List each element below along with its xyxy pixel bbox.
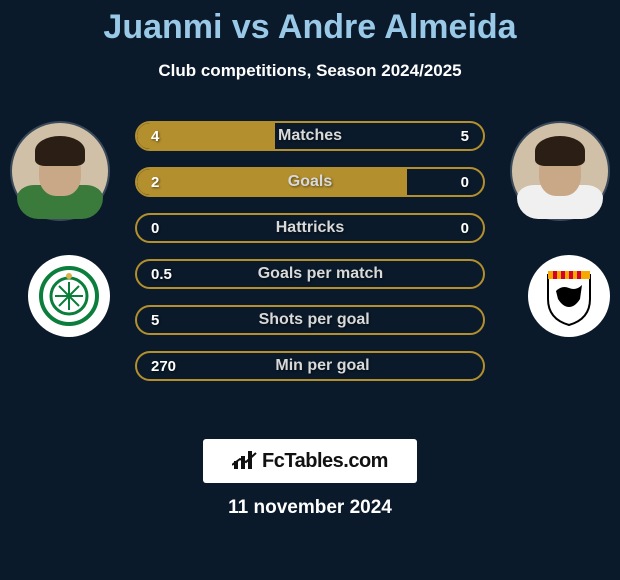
page-title: Juanmi vs Andre Almeida <box>0 8 620 47</box>
chart-icon <box>232 451 258 471</box>
stat-value-right: 0 <box>461 174 469 191</box>
stat-label: Hattricks <box>276 219 344 237</box>
stat-row-matches: 4 Matches 5 <box>135 121 485 151</box>
stat-value-left: 0 <box>151 220 159 237</box>
stat-label: Min per goal <box>275 357 369 375</box>
player-left-avatar <box>10 121 110 221</box>
stat-row-goals-per-match: 0.5 Goals per match <box>135 259 485 289</box>
stat-row-hattricks: 0 Hattricks 0 <box>135 213 485 243</box>
fctables-logo: FcTables.com <box>203 439 417 483</box>
stat-row-shots-per-goal: 5 Shots per goal <box>135 305 485 335</box>
stat-value-left: 5 <box>151 312 159 329</box>
stat-value-right: 5 <box>461 128 469 145</box>
stat-value-left: 270 <box>151 358 176 375</box>
main-area: 4 Matches 5 2 Goals 0 0 Hattricks 0 <box>0 111 620 431</box>
bar-fill-left <box>137 169 407 195</box>
stat-value-left: 2 <box>151 174 159 191</box>
season-subtitle: Club competitions, Season 2024/2025 <box>0 61 620 81</box>
stats-bars: 4 Matches 5 2 Goals 0 0 Hattricks 0 <box>135 121 485 397</box>
stat-value-left: 0.5 <box>151 266 172 283</box>
stat-row-goals: 2 Goals 0 <box>135 167 485 197</box>
comparison-card: Juanmi vs Andre Almeida Club competition… <box>0 0 620 519</box>
club-left-badge <box>28 255 110 337</box>
club-right-badge <box>528 255 610 337</box>
date-text: 11 november 2024 <box>0 497 620 519</box>
stat-label: Goals <box>288 173 332 191</box>
stat-value-left: 4 <box>151 128 159 145</box>
stat-label: Goals per match <box>258 265 383 283</box>
stat-label: Matches <box>278 127 342 145</box>
player-right-avatar <box>510 121 610 221</box>
stat-label: Shots per goal <box>259 311 370 329</box>
logo-text: FcTables.com <box>262 450 388 473</box>
stat-row-min-per-goal: 270 Min per goal <box>135 351 485 381</box>
betis-crest-icon <box>37 264 101 328</box>
valencia-crest-icon <box>536 263 602 329</box>
stat-value-right: 0 <box>461 220 469 237</box>
